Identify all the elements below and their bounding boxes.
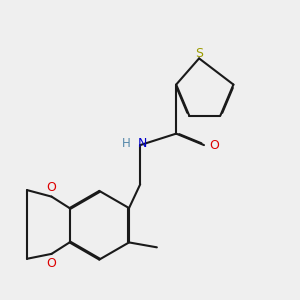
Text: O: O — [46, 256, 56, 269]
Text: H: H — [122, 137, 131, 150]
Text: O: O — [209, 139, 219, 152]
Text: S: S — [195, 47, 203, 60]
Text: N: N — [138, 137, 148, 150]
Text: O: O — [46, 181, 56, 194]
